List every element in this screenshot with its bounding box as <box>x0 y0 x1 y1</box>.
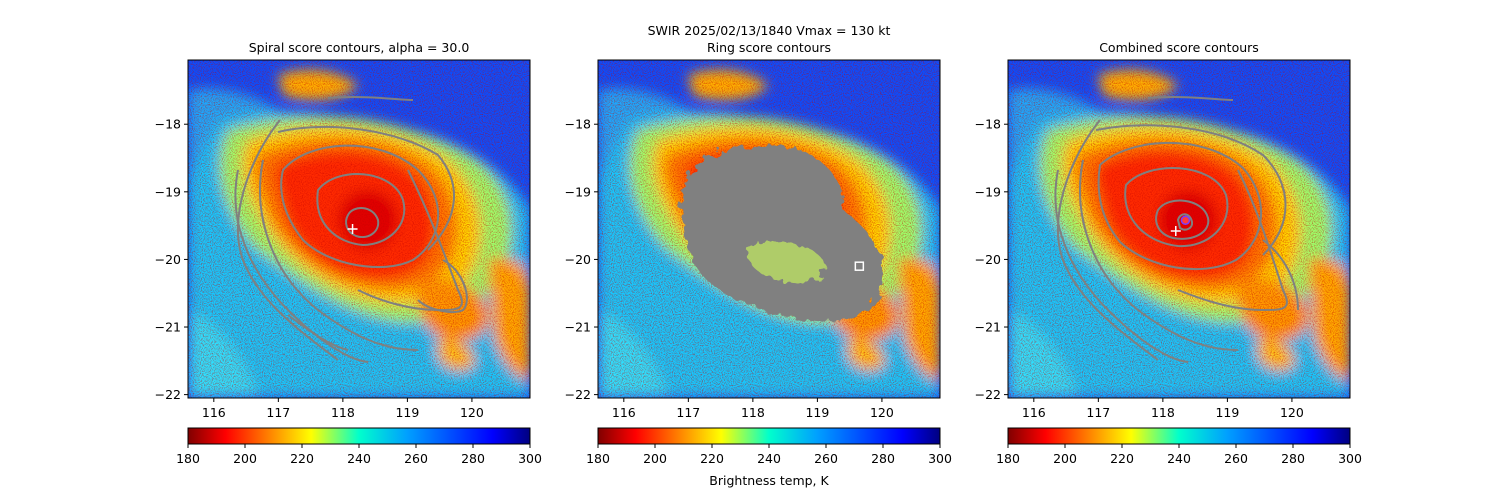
colorbar-tick-label: 280 <box>461 451 485 466</box>
colorbar-tick-label: 200 <box>643 451 667 466</box>
colorbar-tick-label: 260 <box>404 451 428 466</box>
colorbar-tick-label: 240 <box>757 451 781 466</box>
x-tick-label: 117 <box>266 405 290 420</box>
colorbar-tick-label: 240 <box>1167 451 1191 466</box>
y-tick-label: −20 <box>565 252 591 267</box>
score-contours <box>234 96 468 363</box>
colorbar-tick-label: 300 <box>928 451 952 466</box>
x-tick-label: 117 <box>676 405 700 420</box>
panel-title: Combined score contours <box>1099 40 1259 55</box>
contour-line <box>357 169 463 312</box>
contour-line <box>259 159 419 351</box>
contour-line <box>280 144 440 269</box>
y-tick-label: −21 <box>975 320 1001 335</box>
x-tick-label: 120 <box>460 405 484 420</box>
x-tick-label: 116 <box>202 405 226 420</box>
colorbar-tick-label: 280 <box>871 451 895 466</box>
colorbar-tick-label: 180 <box>176 451 200 466</box>
x-tick-label: 120 <box>870 405 894 420</box>
y-tick-label: −20 <box>155 252 181 267</box>
y-tick-label: −19 <box>155 184 181 199</box>
x-tick-label: 116 <box>1022 405 1046 420</box>
colorbar-tick-label: 200 <box>1053 451 1077 466</box>
center-marker <box>1170 226 1181 237</box>
colorbar <box>187 427 531 445</box>
x-tick-label: 119 <box>805 405 829 420</box>
contour-line <box>345 207 380 238</box>
colorbar-tick-label: 220 <box>1110 451 1134 466</box>
y-tick-label: −18 <box>565 117 591 132</box>
ring-score-region <box>682 144 884 323</box>
y-tick-label: −19 <box>565 184 591 199</box>
x-tick-label: 118 <box>1151 405 1175 420</box>
y-tick-label: −21 <box>155 320 181 335</box>
x-tick-label: 118 <box>741 405 765 420</box>
y-tick-label: −22 <box>155 387 181 402</box>
contour-line <box>1147 96 1234 101</box>
y-tick-label: −22 <box>565 387 591 402</box>
panel-2: Ring score contours 116 117 118 119 120 −18 −19… <box>565 40 952 466</box>
colorbar-tick-label: 300 <box>518 451 542 466</box>
contour-line <box>1176 213 1194 231</box>
best-center-marker <box>1180 215 1191 225</box>
contour-line <box>1054 169 1189 363</box>
y-tick-label: −19 <box>975 184 1001 199</box>
colorbar-tick-label: 260 <box>1224 451 1248 466</box>
panels: Spiral score contours, alpha = 30.0 116 11… <box>155 40 1362 466</box>
x-tick-label: 117 <box>1086 405 1110 420</box>
contour-line <box>1155 199 1210 240</box>
contour-line <box>1124 167 1229 248</box>
x-tick-label: 119 <box>1215 405 1239 420</box>
axes-frame <box>187 59 531 399</box>
contour-line <box>1262 239 1299 311</box>
colorbar-tick-label: 180 <box>996 451 1020 466</box>
colorbar <box>1007 427 1351 445</box>
contour-line <box>327 96 414 101</box>
contour-line <box>1177 169 1288 312</box>
score-contours <box>682 144 884 323</box>
colorbar-tick-label: 260 <box>814 451 838 466</box>
contour-line <box>287 314 349 351</box>
contour-line <box>417 259 468 313</box>
x-tick-label: 119 <box>395 405 419 420</box>
contour-line <box>1079 159 1239 351</box>
x-tick-label: 118 <box>331 405 355 420</box>
contour-line <box>234 169 369 363</box>
axes-frame <box>597 59 941 399</box>
colorbar-tick-label: 220 <box>290 451 314 466</box>
y-tick-label: −20 <box>975 252 1001 267</box>
panel-3: Combined score contours 116 117 118 119 120 −1… <box>975 40 1362 466</box>
score-contours <box>1054 96 1299 363</box>
ring-score-inner <box>747 241 824 283</box>
colorbar-tick-label: 220 <box>700 451 724 466</box>
colorbar-label: Brightness temp, K <box>709 473 829 488</box>
colorbar-tick-label: 180 <box>586 451 610 466</box>
center-marker <box>347 224 358 234</box>
x-tick-label: 116 <box>612 405 636 420</box>
axes-frame <box>1007 59 1351 399</box>
figure-suptitle: SWIR 2025/02/13/1840 Vmax = 130 kt <box>648 23 891 38</box>
contour-line <box>236 119 339 361</box>
y-tick-label: −18 <box>155 117 181 132</box>
panel-1: Spiral score contours, alpha = 30.0 116 11… <box>155 40 542 466</box>
panel-title: Ring score contours <box>707 40 831 55</box>
y-tick-label: −21 <box>565 320 591 335</box>
colorbar-tick-label: 280 <box>1281 451 1305 466</box>
contour-line <box>277 125 455 251</box>
x-tick-label: 120 <box>1280 405 1304 420</box>
colorbar-tick-label: 300 <box>1338 451 1362 466</box>
contour-line <box>316 173 406 247</box>
contour-line <box>1095 124 1287 256</box>
y-tick-label: −18 <box>975 117 1001 132</box>
colorbar-tick-label: 200 <box>233 451 257 466</box>
contour-line <box>1056 119 1159 361</box>
panel-title: Spiral score contours, alpha = 30.0 <box>249 40 470 55</box>
contour-line <box>1097 141 1263 271</box>
square-marker <box>854 261 865 271</box>
colorbar-tick-label: 240 <box>347 451 371 466</box>
colorbar <box>597 427 941 445</box>
y-tick-label: −22 <box>975 387 1001 402</box>
